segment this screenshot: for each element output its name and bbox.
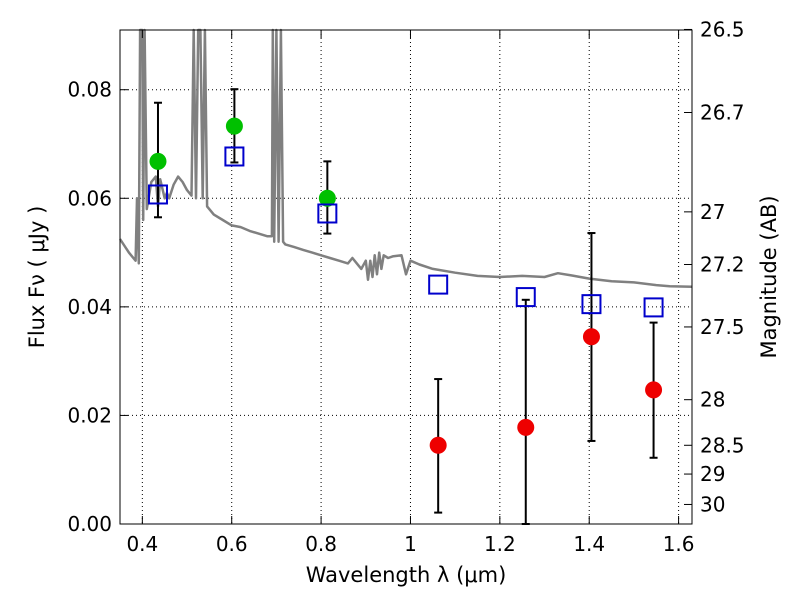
- blue-model-square: [317, 203, 338, 224]
- y-axis-label: Flux Fν ( μJy ): [25, 206, 49, 349]
- y-tick-label: 0.02: [67, 403, 112, 427]
- green-data-point: [318, 189, 336, 207]
- y-tick-label: 0.06: [67, 186, 112, 210]
- x-tick-label: 0.6: [216, 532, 248, 556]
- red-data-point: [517, 418, 535, 436]
- green-data-point: [149, 152, 167, 170]
- right-axis-label: Magnitude (AB): [757, 195, 781, 358]
- plot-frame: [119, 29, 693, 525]
- x-tick-label: 1.4: [573, 532, 605, 556]
- red-data-point: [582, 328, 600, 346]
- right-tick-label: 28: [700, 388, 725, 412]
- green-data-point: [225, 117, 243, 135]
- x-tick-label: 1.6: [663, 532, 695, 556]
- red-data-point: [429, 436, 447, 454]
- y-tick-label: 0.08: [67, 78, 112, 102]
- right-tick-label: 26.5: [700, 17, 745, 41]
- blue-model-square: [515, 287, 536, 308]
- right-tick-label: 28.5: [700, 433, 745, 457]
- y-tick-label: 0.00: [67, 512, 112, 536]
- blue-model-square: [224, 146, 245, 167]
- data-markers: [147, 117, 664, 454]
- axis-ticks: 0.4 0.6 0.8 1 1.2 1.4 1.6 0.00 0.02 0.04 0.06 0.08 2…: [67, 17, 744, 556]
- right-tick-label: 29: [700, 462, 725, 486]
- x-tick-label: 0.8: [305, 532, 337, 556]
- sed-model-layer: [118, 28, 693, 289]
- blue-model-square: [428, 274, 449, 295]
- x-tick-label: 1.2: [484, 532, 516, 556]
- right-tick-label: 27.2: [700, 253, 745, 277]
- right-tick-label: 30: [700, 492, 725, 516]
- right-tick-label: 27.5: [700, 315, 745, 339]
- right-tick-label: 27: [700, 200, 725, 224]
- x-tick-label: 1: [404, 532, 417, 556]
- blue-model-square: [147, 184, 168, 205]
- blue-model-square: [581, 294, 602, 315]
- y-tick-label: 0.04: [67, 295, 112, 319]
- red-data-point: [645, 381, 663, 399]
- x-tick-label: 0.4: [126, 532, 158, 556]
- x-axis-label: Wavelength λ (μm): [306, 563, 507, 587]
- sed-model-curve: [118, 28, 693, 289]
- blue-model-square: [643, 297, 664, 318]
- right-tick-label: 26.7: [700, 101, 745, 125]
